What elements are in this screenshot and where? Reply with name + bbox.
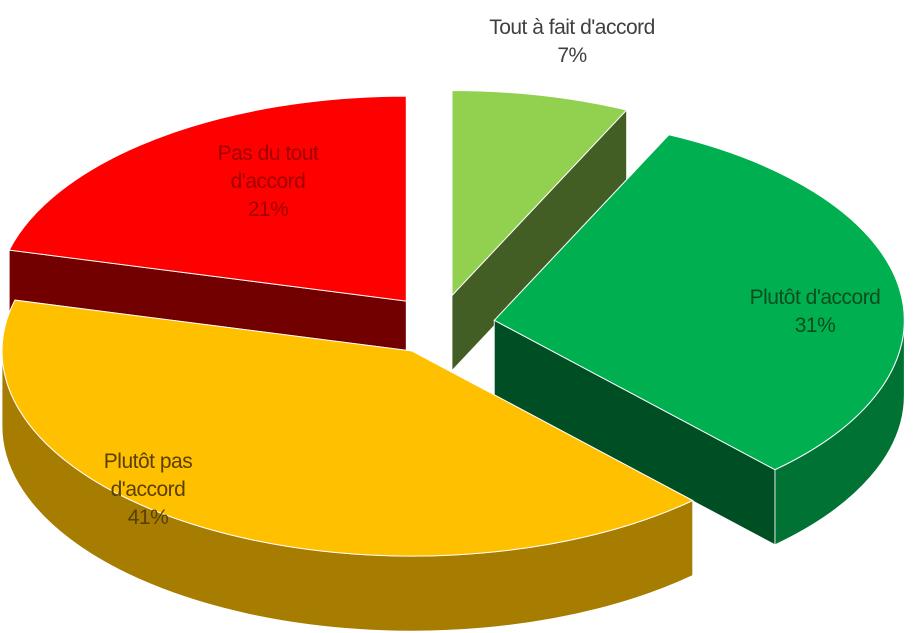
value-label: 31% bbox=[794, 314, 836, 337]
category-label: Pas du tout d'accord bbox=[217, 142, 319, 193]
slice bbox=[451, 89, 628, 297]
slice-label: Tout à fait d'accord 7% bbox=[442, 14, 702, 70]
category-label: Plutôt d'accord bbox=[749, 286, 881, 309]
category-label: Plutôt pas d'accord bbox=[103, 450, 193, 501]
slice bbox=[493, 134, 905, 471]
value-label: 41% bbox=[127, 506, 169, 529]
value-label: 21% bbox=[247, 198, 289, 221]
slice bbox=[1, 299, 694, 557]
slice bbox=[8, 95, 407, 302]
slice-label: Plutôt d'accord 31% bbox=[715, 284, 914, 340]
value-label: 7% bbox=[557, 44, 587, 67]
slice-label: Pas du tout d'accord 21% bbox=[193, 140, 343, 224]
slice-label: Plutôt pas d'accord 41% bbox=[78, 448, 218, 532]
category-label: Tout à fait d'accord bbox=[489, 16, 655, 39]
